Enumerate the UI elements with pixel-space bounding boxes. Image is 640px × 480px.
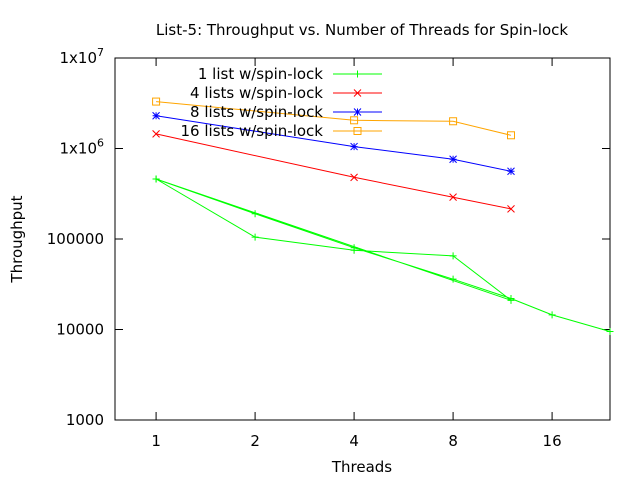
y-tick-label: 100000 (47, 230, 104, 248)
data-point (350, 142, 358, 151)
data-point (449, 193, 457, 202)
legend-marker (353, 89, 362, 97)
x-tick-label: 16 (543, 432, 562, 450)
legend-label: 1 list w/spin-lock (198, 65, 323, 83)
data-point (449, 155, 457, 164)
series-4 (152, 97, 515, 140)
series-2 (152, 130, 515, 213)
series-line (156, 101, 512, 136)
y-tick-label: 1x107 (59, 46, 104, 67)
y-tick-label: 1x106 (59, 137, 104, 158)
data-point (152, 130, 160, 138)
data-point (449, 117, 458, 126)
data-point (350, 244, 358, 252)
x-tick-label: 8 (448, 432, 458, 450)
chart-title: List-5: Throughput vs. Number of Threads… (156, 21, 569, 39)
series-line (156, 115, 512, 172)
series-1 (152, 175, 614, 336)
data-point (251, 210, 259, 218)
data-point (449, 252, 457, 260)
x-axis-label: Threads (331, 458, 392, 476)
data-point (507, 205, 515, 213)
legend-marker (353, 108, 362, 116)
x-tick-label: 4 (349, 432, 359, 450)
legend-marker (353, 127, 362, 135)
data-point (449, 275, 457, 283)
x-tick-label: 2 (250, 432, 260, 450)
legend-label: 4 lists w/spin-lock (190, 84, 323, 102)
x-tick-label: 1 (151, 432, 161, 450)
legend-marker (354, 70, 361, 78)
data-point (507, 131, 515, 140)
series-3 (152, 111, 515, 176)
data-point (350, 173, 358, 182)
series-line (155, 178, 611, 332)
legend-label: 8 lists w/spin-lock (190, 103, 323, 121)
axis-ticks: 1 2 4 8 16 1000 10000 100000 1x106 1x107 (47, 46, 610, 450)
series-line (155, 133, 512, 210)
data-point (507, 167, 515, 176)
data-point (507, 295, 515, 303)
data-point (152, 175, 160, 183)
y-tick-label: 10000 (56, 321, 104, 339)
legend-label: 16 lists w/spin-lock (181, 122, 324, 140)
y-axis-label: Throughput (8, 195, 26, 283)
data-point (606, 328, 614, 336)
data-point (152, 97, 161, 106)
data-point (350, 116, 359, 125)
y-tick-label: 1000 (66, 411, 104, 429)
data-point (548, 311, 556, 319)
series-group (152, 97, 614, 336)
data-point (152, 111, 160, 120)
data-point (251, 233, 259, 241)
